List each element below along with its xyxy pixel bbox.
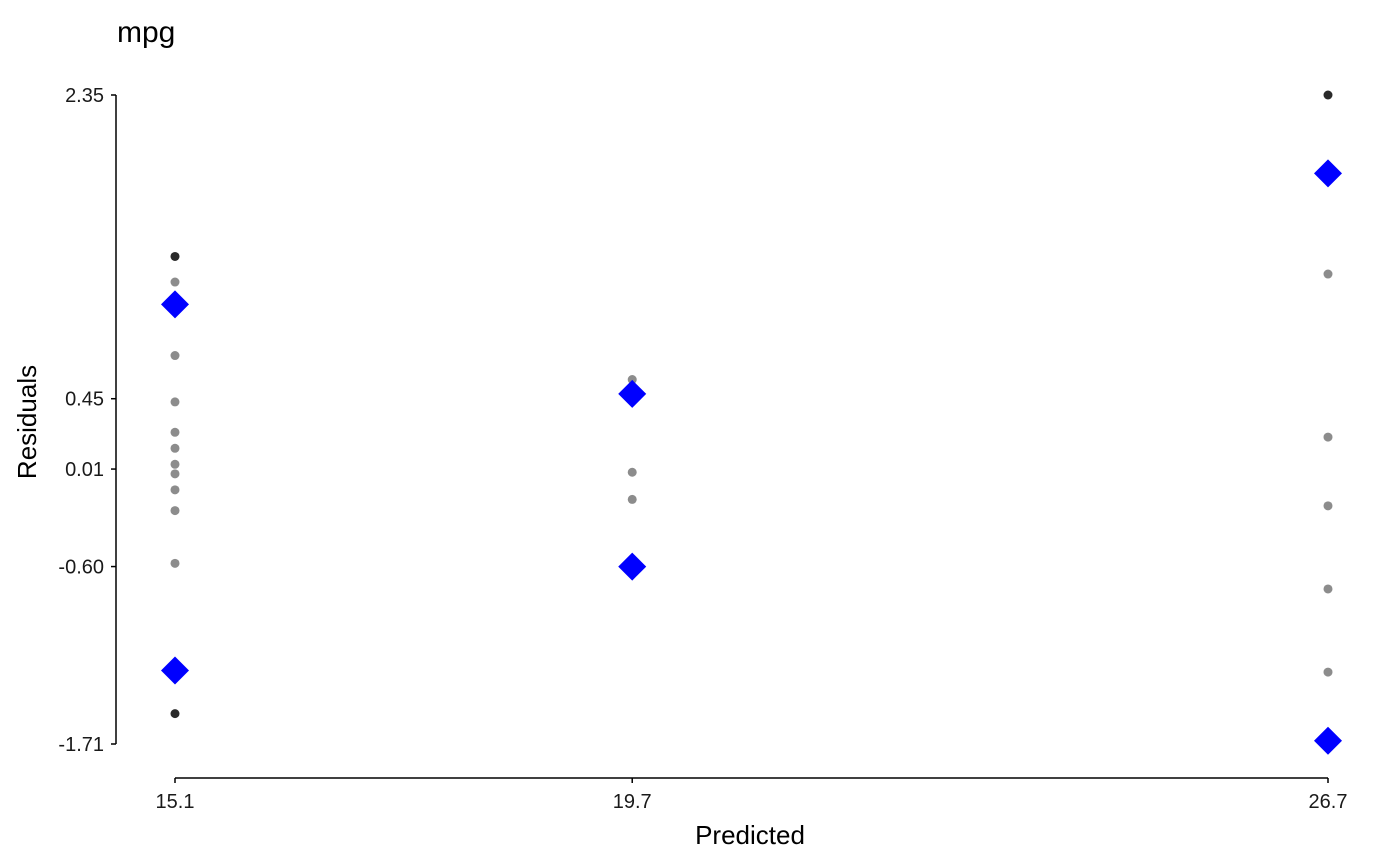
quantile-diamond <box>1314 159 1342 188</box>
residual-point <box>1323 501 1333 511</box>
x-axis-ticks: 15.1 19.7 26.7 <box>156 778 1348 813</box>
residual-point <box>170 558 180 568</box>
residual-point <box>627 467 637 477</box>
residual-point <box>1323 432 1333 442</box>
x-axis-title: Predicted <box>695 820 805 850</box>
chart-title: mpg <box>117 16 175 49</box>
extreme-point <box>1323 90 1333 100</box>
residual-point <box>170 485 180 495</box>
x-tick-label: 19.7 <box>613 791 652 813</box>
y-tick-label: 2.35 <box>65 85 104 107</box>
quantile-diamond <box>618 379 647 408</box>
residual-point <box>170 443 180 453</box>
y-tick-label: 0.45 <box>65 389 104 411</box>
extreme-point <box>170 251 180 261</box>
residual-point <box>170 397 180 407</box>
residual-point <box>170 277 180 287</box>
y-axis-title: Residuals <box>12 365 42 479</box>
quantile-diamond <box>618 552 647 581</box>
residual-point <box>170 469 180 479</box>
y-tick-label: -1.71 <box>58 734 104 756</box>
y-axis-ticks: 2.35 0.45 0.01 -0.60 -1.71 <box>58 85 116 756</box>
x-tick-label: 15.1 <box>156 791 195 813</box>
residual-point <box>1323 667 1333 677</box>
residual-point <box>627 494 637 504</box>
residual-point <box>170 506 180 516</box>
quantile-diamond <box>1314 726 1342 755</box>
residual-point <box>170 459 180 469</box>
quantile-diamond <box>161 656 189 685</box>
residual-point <box>170 427 180 437</box>
plot-area <box>161 90 1342 755</box>
residual-point <box>627 375 637 385</box>
y-tick-label: -0.60 <box>58 557 104 579</box>
extreme-point <box>170 709 180 719</box>
x-tick-label: 26.7 <box>1309 791 1348 813</box>
residual-point <box>170 351 180 361</box>
residual-point <box>1323 269 1333 279</box>
quantile-diamond <box>161 290 189 319</box>
y-tick-label: 0.01 <box>65 459 104 481</box>
residual-point <box>1323 584 1333 594</box>
